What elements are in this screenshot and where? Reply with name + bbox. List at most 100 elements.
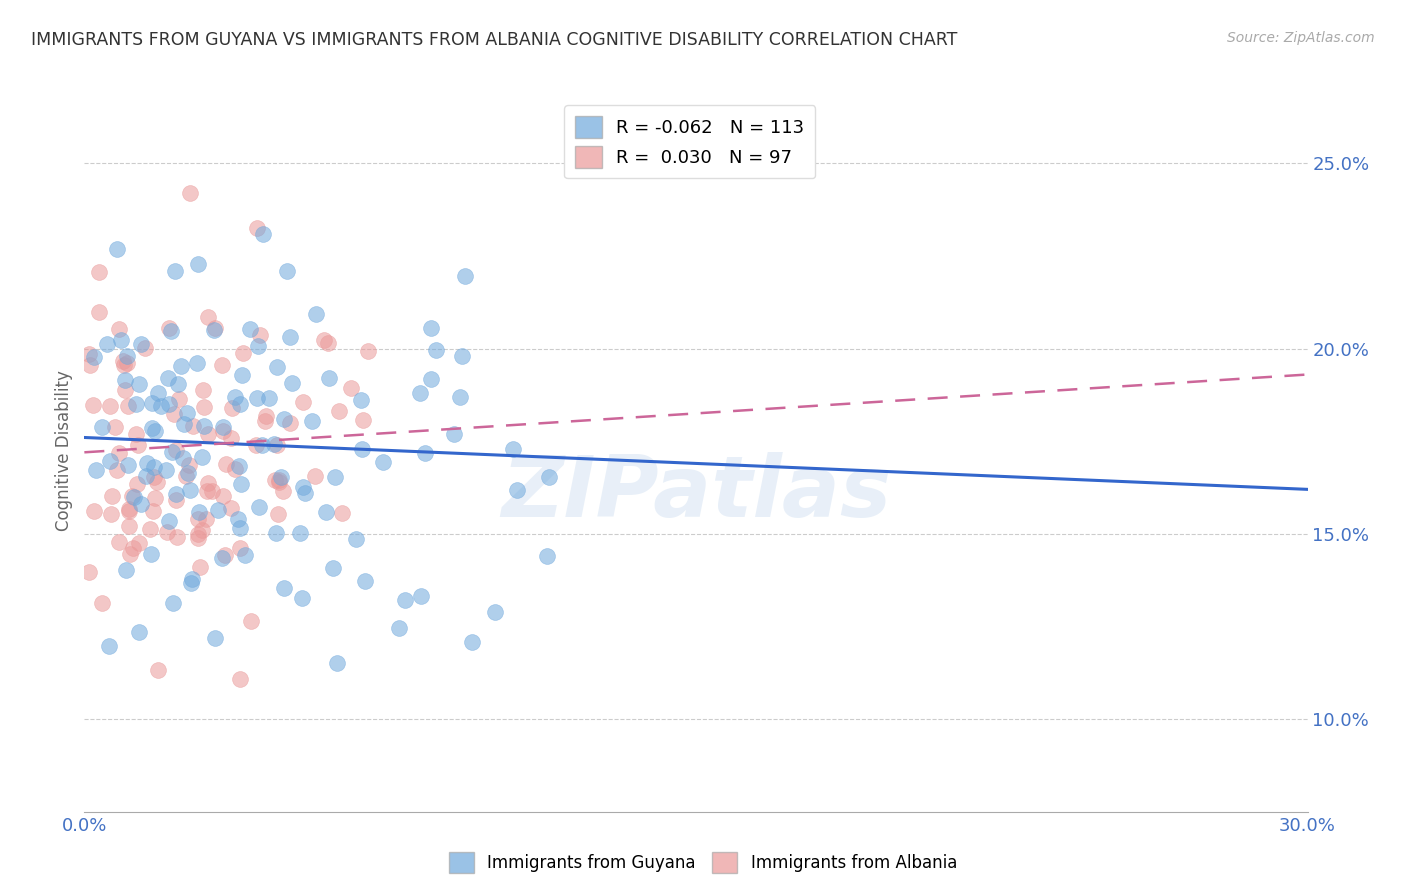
Point	[221, 401, 243, 416]
Point	[330, 507, 353, 521]
Point	[162, 596, 184, 610]
Point	[201, 483, 224, 498]
Point	[276, 264, 298, 278]
Point	[145, 475, 167, 489]
Point	[202, 323, 225, 337]
Point	[177, 458, 200, 472]
Point	[502, 442, 524, 456]
Point	[211, 420, 233, 434]
Point	[344, 532, 367, 546]
Point	[263, 473, 285, 487]
Point	[142, 459, 165, 474]
Point	[146, 385, 169, 400]
Point	[453, 268, 475, 283]
Point	[117, 399, 139, 413]
Point	[280, 417, 302, 431]
Point	[179, 483, 201, 498]
Point	[143, 491, 166, 505]
Point	[461, 635, 484, 649]
Point	[191, 384, 214, 398]
Point	[211, 358, 233, 372]
Point	[174, 468, 197, 483]
Point	[291, 591, 314, 606]
Point	[98, 454, 121, 468]
Point	[254, 409, 277, 423]
Point	[197, 475, 219, 490]
Point	[141, 421, 163, 435]
Point	[219, 431, 242, 445]
Point	[118, 502, 141, 516]
Point	[408, 385, 430, 400]
Point	[316, 335, 339, 350]
Point	[131, 336, 153, 351]
Point	[352, 413, 374, 427]
Point	[165, 493, 187, 508]
Point	[280, 376, 302, 390]
Point	[156, 525, 179, 540]
Point	[253, 415, 276, 429]
Point	[278, 330, 301, 344]
Point	[301, 414, 323, 428]
Point	[82, 398, 104, 412]
Point	[163, 407, 186, 421]
Point	[266, 360, 288, 375]
Point	[204, 320, 226, 334]
Point	[245, 438, 267, 452]
Point	[125, 426, 148, 441]
Point	[177, 466, 200, 480]
Point	[143, 424, 166, 438]
Point	[191, 523, 214, 537]
Point	[419, 321, 441, 335]
Point	[117, 458, 139, 472]
Point	[180, 576, 202, 591]
Point	[79, 359, 101, 373]
Point	[197, 310, 219, 325]
Point	[167, 376, 190, 391]
Point	[224, 462, 246, 476]
Point	[211, 489, 233, 503]
Point	[246, 220, 269, 235]
Point	[188, 559, 211, 574]
Point	[273, 581, 295, 595]
Point	[165, 442, 187, 457]
Point	[128, 536, 150, 550]
Point	[264, 525, 287, 540]
Point	[267, 508, 290, 522]
Point	[101, 488, 124, 502]
Point	[163, 264, 186, 278]
Point	[129, 497, 152, 511]
Point	[105, 463, 128, 477]
Point	[179, 186, 201, 200]
Point	[115, 349, 138, 363]
Point	[219, 500, 242, 515]
Point	[108, 322, 131, 336]
Point	[107, 535, 129, 549]
Point	[294, 486, 316, 500]
Point	[484, 605, 506, 619]
Text: IMMIGRANTS FROM GUYANA VS IMMIGRANTS FROM ALBANIA COGNITIVE DISABILITY CORRELATI: IMMIGRANTS FROM GUYANA VS IMMIGRANTS FRO…	[31, 31, 957, 49]
Point	[83, 504, 105, 518]
Point	[172, 450, 194, 465]
Point	[506, 483, 529, 497]
Point	[160, 444, 183, 458]
Point	[263, 437, 285, 451]
Point	[350, 393, 373, 408]
Point	[304, 469, 326, 483]
Point	[231, 368, 253, 383]
Point	[97, 639, 120, 653]
Point	[115, 563, 138, 577]
Text: ZIPatlas: ZIPatlas	[501, 452, 891, 535]
Point	[353, 574, 375, 588]
Point	[215, 457, 238, 471]
Point	[239, 322, 262, 336]
Point	[233, 548, 256, 562]
Point	[420, 372, 443, 386]
Point	[139, 547, 162, 561]
Point	[166, 486, 188, 500]
Point	[536, 549, 558, 563]
Point	[357, 344, 380, 359]
Point	[136, 456, 159, 470]
Point	[167, 392, 190, 406]
Point	[122, 490, 145, 504]
Point	[149, 399, 172, 413]
